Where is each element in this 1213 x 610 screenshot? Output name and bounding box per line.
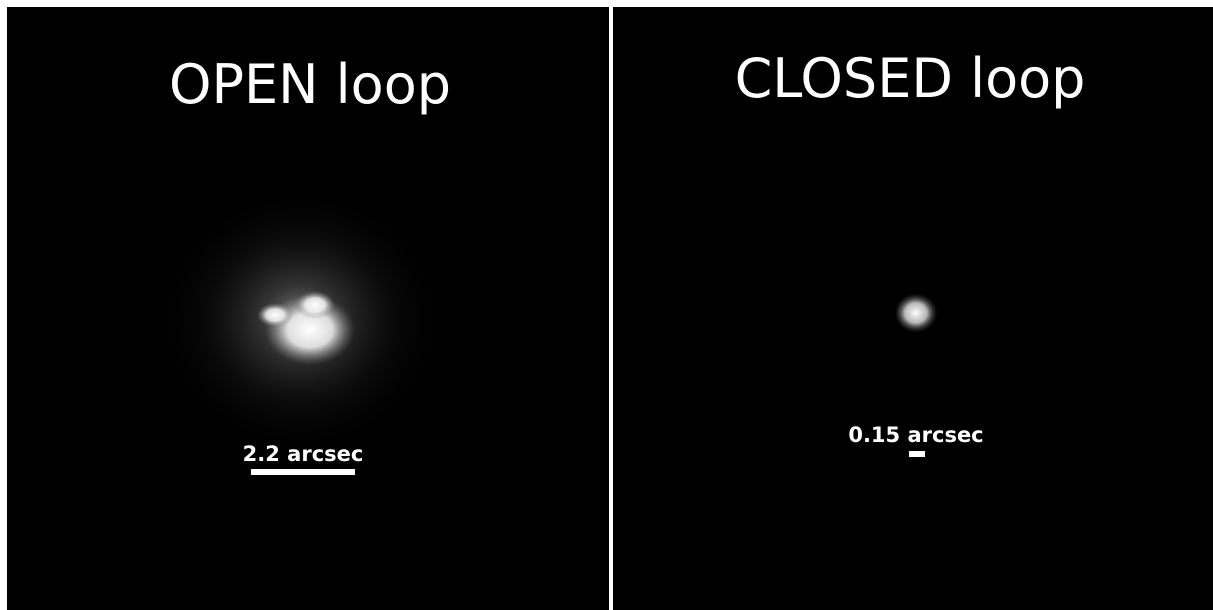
speckle [257, 303, 293, 327]
speckle [295, 291, 335, 319]
scale-bar [251, 469, 355, 475]
panel-title: OPEN loop [169, 53, 451, 116]
scale-label: 0.15 arcsec [848, 423, 983, 447]
panel-title: CLOSED loop [735, 47, 1086, 110]
scale-bar [909, 451, 925, 457]
scale-label: 2.2 arcsec [243, 442, 364, 466]
psf-core [896, 293, 940, 333]
